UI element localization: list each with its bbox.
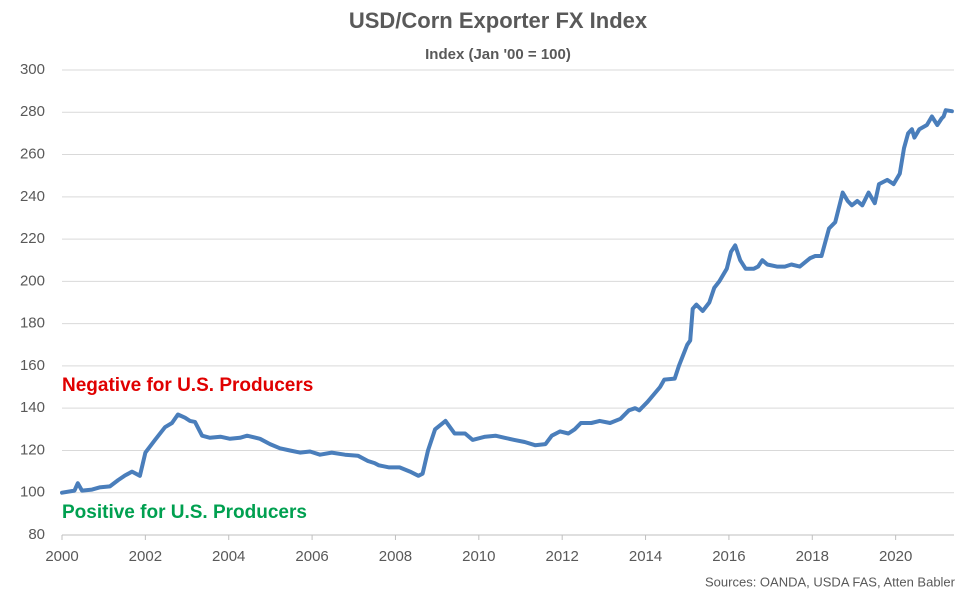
x-tick-label: 2008 — [379, 548, 412, 565]
x-tick-label: 2014 — [629, 548, 662, 565]
y-tick-label: 180 — [20, 315, 45, 332]
y-tick-label: 140 — [20, 399, 45, 416]
y-tick-label: 220 — [20, 230, 45, 247]
y-tick-label: 200 — [20, 272, 45, 289]
x-tick-label: 2016 — [712, 548, 745, 565]
y-tick-label: 120 — [20, 441, 45, 458]
x-tick-label: 2006 — [295, 548, 328, 565]
y-tick-label: 300 — [20, 61, 45, 78]
y-tick-label: 240 — [20, 188, 45, 205]
x-tick-label: 2004 — [212, 548, 245, 565]
annotation: Negative for U.S. Producers — [62, 375, 313, 396]
chart-subtitle: Index (Jan '00 = 100) — [425, 46, 571, 63]
y-tick-label: 80 — [28, 526, 45, 543]
x-tick-label: 2018 — [796, 548, 829, 565]
x-tick-label: 2002 — [129, 548, 162, 565]
y-tick-label: 280 — [20, 103, 45, 120]
x-tick-label: 2000 — [45, 548, 78, 565]
source-note: Sources: OANDA, USDA FAS, Atten Babler — [705, 574, 956, 589]
x-tick-label: 2010 — [462, 548, 495, 565]
x-tick-label: 2020 — [879, 548, 912, 565]
data-line — [60, 108, 954, 495]
y-tick-label: 260 — [20, 146, 45, 163]
annotation: Positive for U.S. Producers — [62, 502, 307, 523]
x-tick-label: 2012 — [545, 548, 578, 565]
y-tick-label: 100 — [20, 484, 45, 501]
chart-title: USD/Corn Exporter FX Index — [349, 8, 648, 33]
y-tick-label: 160 — [20, 357, 45, 374]
